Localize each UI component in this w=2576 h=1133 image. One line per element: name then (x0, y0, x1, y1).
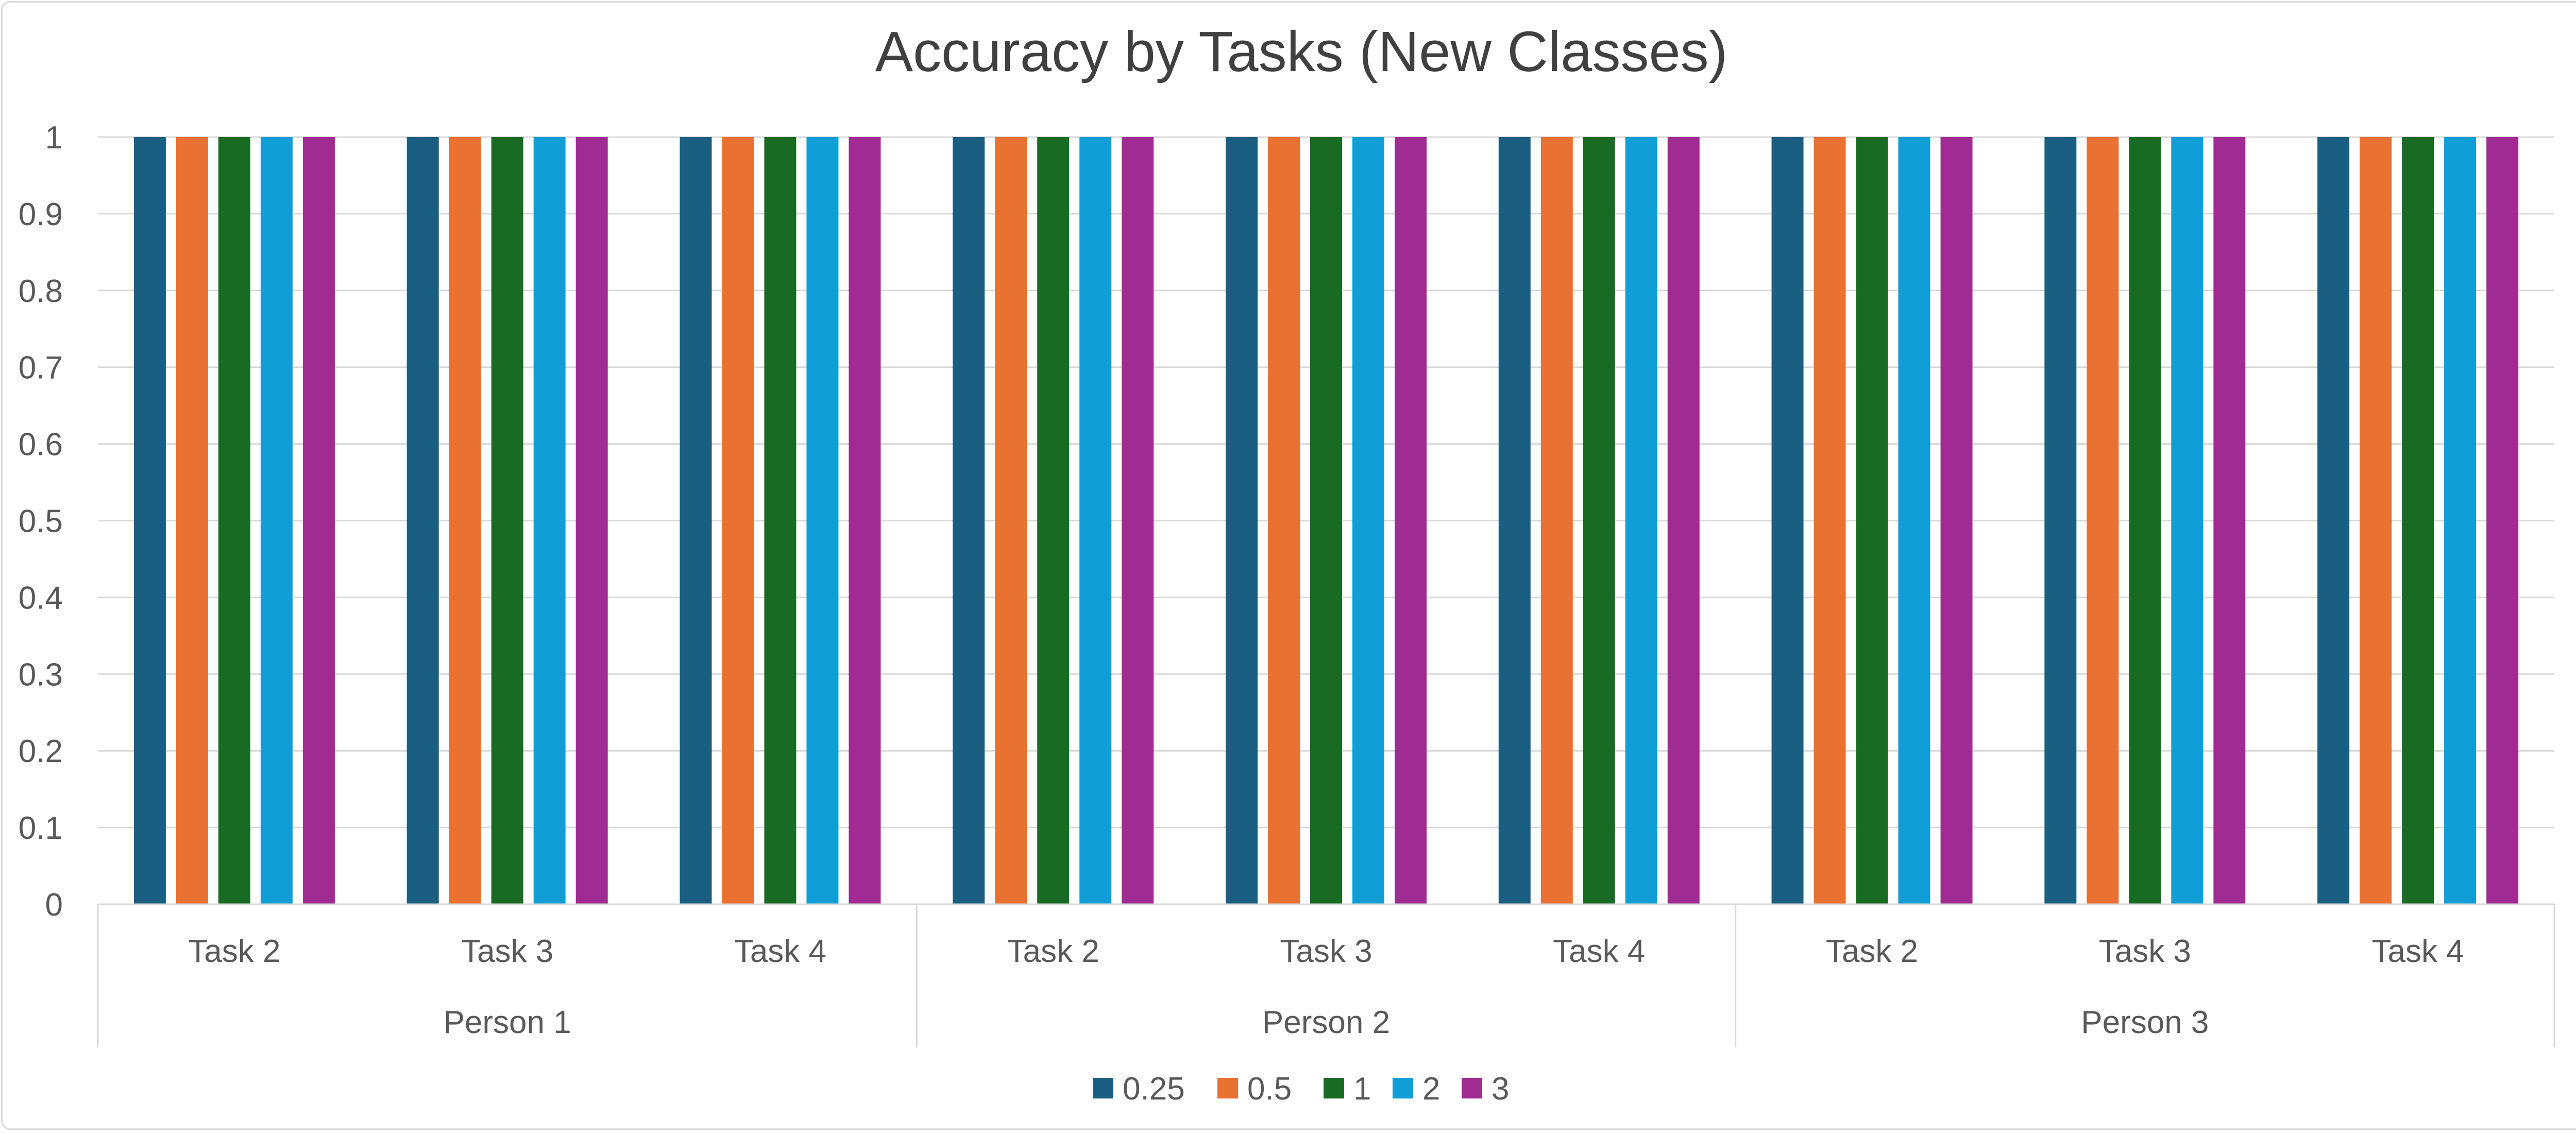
bar-0_25-cat-7 (1771, 137, 1804, 904)
x-category-label: Task 2 (188, 934, 280, 969)
y-tick-label: 0.8 (19, 274, 63, 309)
legend-item-2: 2 (1393, 1071, 1440, 1107)
y-tick-label: 0.4 (19, 580, 63, 616)
legend-swatch (1462, 1078, 1482, 1098)
bar-1-cat-3 (764, 137, 796, 904)
legend-label: 2 (1422, 1071, 1440, 1107)
x-axis-labels: Task 2 Task 3 Task 4 Person 1 Task 2 Task 3 Ta… (188, 934, 2464, 1040)
legend: 0.25 0.5 1 2 3 (1093, 1071, 1509, 1107)
legend-label: 3 (1492, 1071, 1509, 1107)
bar-2-cat-3 (806, 137, 839, 904)
x-category-label: Task 3 (1280, 934, 1372, 969)
bar-3-cat-9 (2486, 137, 2519, 904)
bar-0_25-cat-2 (406, 137, 439, 904)
x-category-label: Task 3 (461, 934, 553, 969)
x-category-label: Task 4 (734, 934, 826, 969)
legend-swatch (1393, 1078, 1413, 1098)
bar-0_25-cat-4 (953, 137, 985, 904)
y-tick-label: 0 (45, 887, 63, 923)
bar-0_25-cat-3 (680, 137, 712, 904)
chart-title: Accuracy by Tasks (New Classes) (875, 20, 1728, 83)
bar-3-cat-3 (849, 137, 881, 904)
bar-3-cat-1 (302, 137, 335, 904)
bar-1-cat-9 (2402, 137, 2434, 904)
bar-0_5-cat-9 (2360, 137, 2392, 904)
bar-2-cat-6 (1625, 137, 1657, 904)
legend-item-0_25: 0.25 (1093, 1071, 1185, 1107)
bar-2-cat-7 (1898, 137, 1930, 904)
legend-swatch (1324, 1078, 1344, 1098)
bar-2-cat-2 (533, 137, 566, 904)
bar-0_5-cat-3 (722, 137, 754, 904)
bar-0_5-cat-7 (1814, 137, 1846, 904)
y-tick-label: 0.9 (19, 197, 63, 232)
x-group-label: Person 1 (444, 1005, 571, 1040)
bar-1-cat-7 (1856, 137, 1888, 904)
bar-2-cat-5 (1352, 137, 1384, 904)
bar-3-cat-2 (575, 137, 608, 904)
x-category-label: Task 2 (1826, 934, 1918, 969)
bar-1-cat-6 (1583, 137, 1615, 904)
y-tick-label: 0.2 (19, 734, 63, 769)
bar-2-cat-9 (2444, 137, 2477, 904)
bar-3-cat-4 (1122, 137, 1154, 904)
legend-label: 0.5 (1247, 1071, 1292, 1107)
bar-1-cat-5 (1310, 137, 1342, 904)
bar-3-cat-5 (1395, 137, 1427, 904)
bar-0_5-cat-8 (2087, 137, 2119, 904)
y-tick-label: 0.5 (19, 504, 63, 539)
bar-3-cat-7 (1940, 137, 1973, 904)
bar-2-cat-1 (260, 137, 293, 904)
y-tick-label: 0.3 (19, 657, 63, 692)
bar-0_25-cat-5 (1226, 137, 1258, 904)
y-tick-label: 0.7 (19, 350, 63, 386)
bar-0_25-cat-9 (2317, 137, 2350, 904)
x-group-label: Person 2 (1262, 1005, 1390, 1040)
legend-swatch (1093, 1078, 1113, 1098)
bar-1-cat-1 (218, 137, 250, 904)
legend-item-0_5: 0.5 (1217, 1071, 1292, 1107)
bar-0_5-cat-6 (1540, 137, 1573, 904)
x-category-label: Task 4 (1553, 934, 1645, 969)
bars (133, 137, 2519, 904)
legend-label: 0.25 (1123, 1071, 1185, 1107)
x-axis (97, 903, 2555, 1047)
bar-1-cat-2 (491, 137, 523, 904)
legend-item-3: 3 (1462, 1071, 1509, 1107)
bar-1-cat-4 (1037, 137, 1070, 904)
bar-0_5-cat-2 (449, 137, 481, 904)
bar-0_25-cat-8 (2044, 137, 2077, 904)
bar-0_25-cat-1 (133, 137, 166, 904)
legend-label: 1 (1353, 1071, 1371, 1107)
bar-0_25-cat-6 (1498, 137, 1531, 904)
x-category-label: Task 3 (2099, 934, 2191, 969)
legend-item-1: 1 (1324, 1071, 1371, 1107)
y-axis-tick-labels: 0 0.1 0.2 0.3 0.4 0.5 0.6 0.7 0.8 0.9 1 (19, 120, 63, 923)
y-tick-label: 0.6 (19, 427, 63, 463)
x-group-label: Person 3 (2081, 1005, 2209, 1040)
x-category-label: Task 4 (2372, 934, 2464, 969)
bar-0_5-cat-4 (995, 137, 1027, 904)
bar-0_5-cat-1 (176, 137, 208, 904)
bar-2-cat-8 (2171, 137, 2204, 904)
x-category-label: Task 2 (1007, 934, 1099, 969)
bar-1-cat-8 (2129, 137, 2161, 904)
bar-3-cat-8 (2213, 137, 2246, 904)
bar-0_5-cat-5 (1268, 137, 1300, 904)
bar-3-cat-6 (1667, 137, 1700, 904)
legend-swatch (1217, 1078, 1238, 1098)
y-tick-label: 1 (45, 120, 63, 156)
y-tick-label: 0.1 (19, 810, 63, 846)
bar-2-cat-4 (1079, 137, 1112, 904)
